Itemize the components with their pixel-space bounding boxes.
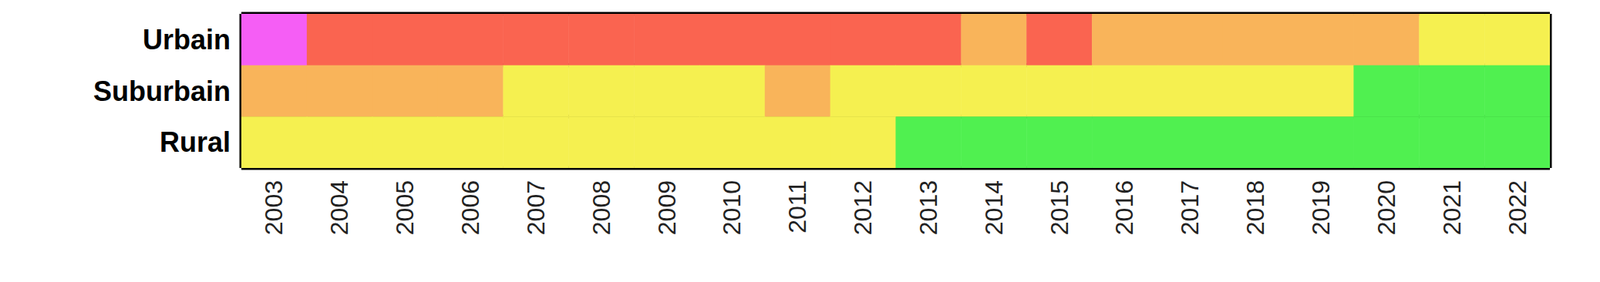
svg-text:2015: 2015 [1045,180,1074,236]
svg-text:2006: 2006 [456,180,485,236]
svg-text:2020: 2020 [1372,180,1401,236]
svg-text:Rural: Rural [159,126,231,159]
svg-text:2017: 2017 [1175,180,1204,236]
svg-text:2019: 2019 [1306,180,1335,236]
svg-text:2008: 2008 [587,180,616,236]
svg-text:2011: 2011 [783,180,812,234]
svg-text:2022: 2022 [1503,180,1532,236]
svg-text:2003: 2003 [259,180,288,236]
svg-text:Urbain: Urbain [142,23,231,56]
svg-text:2010: 2010 [717,180,746,236]
svg-text:Suburbain: Suburbain [93,75,231,108]
svg-text:2009: 2009 [653,180,681,236]
svg-text:2005: 2005 [390,180,419,236]
svg-text:2004: 2004 [325,180,354,236]
svg-text:2007: 2007 [522,180,550,236]
svg-text:2013: 2013 [914,180,943,236]
svg-text:2012: 2012 [848,180,877,236]
svg-text:2016: 2016 [1110,180,1139,236]
svg-text:2014: 2014 [980,180,1008,236]
svg-text:2021: 2021 [1438,180,1466,236]
svg-text:2018: 2018 [1241,180,1270,236]
